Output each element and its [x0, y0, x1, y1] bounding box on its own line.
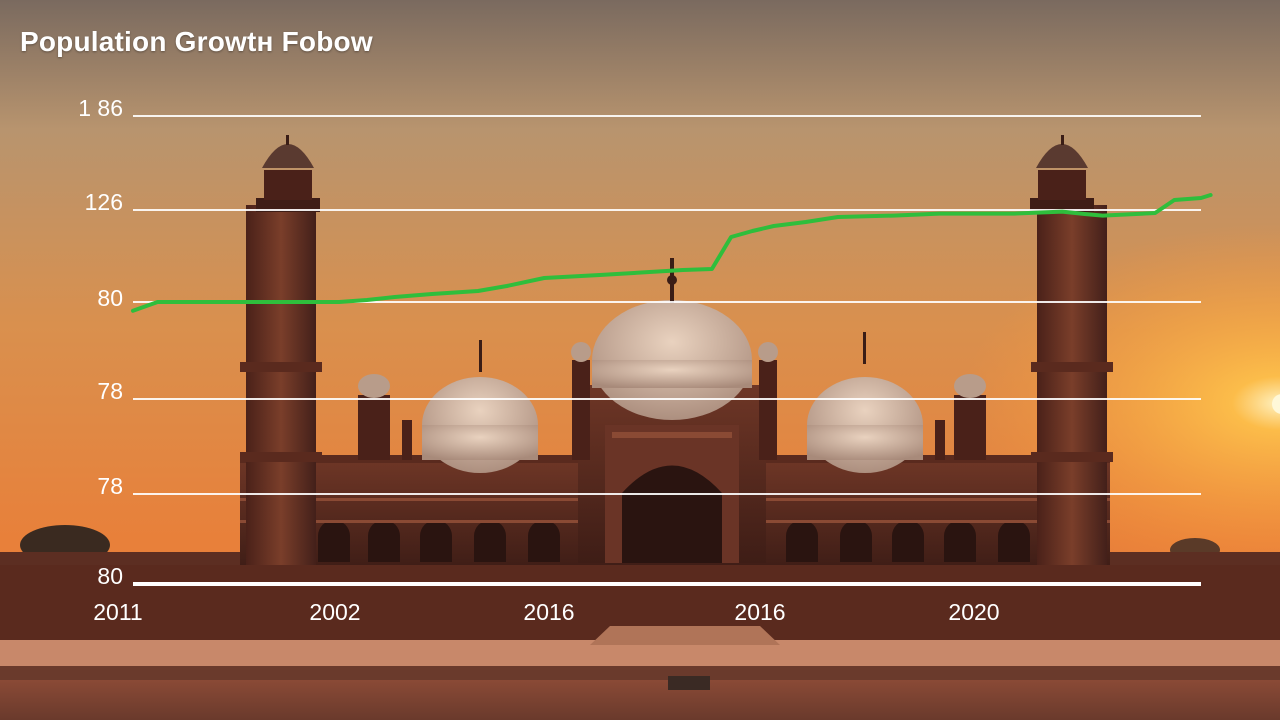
y-tick-label: 80	[97, 285, 123, 311]
series-layer	[131, 193, 1213, 313]
y-tick-label: 78	[97, 473, 123, 499]
y-tick-label: 80	[97, 563, 123, 589]
x-tick-label: 2002	[309, 599, 360, 625]
y-tick-label: 1 86	[78, 95, 123, 121]
y-tick-label: 126	[85, 189, 123, 215]
x-tick-label: 2016	[734, 599, 785, 625]
chart-title: Population Growtн Fobow	[20, 26, 373, 57]
y-axis-ticks: 1 86 126 80 78 78 80	[78, 95, 123, 589]
x-tick-label: 2020	[948, 599, 999, 625]
series-line	[131, 193, 1213, 313]
x-axis-ticks: 2011 2002 2016 2016 2020	[93, 599, 999, 625]
gridlines	[133, 115, 1201, 586]
x-tick-label: 2016	[523, 599, 574, 625]
x-tick-label: 2011	[93, 599, 142, 625]
y-tick-label: 78	[97, 378, 123, 404]
